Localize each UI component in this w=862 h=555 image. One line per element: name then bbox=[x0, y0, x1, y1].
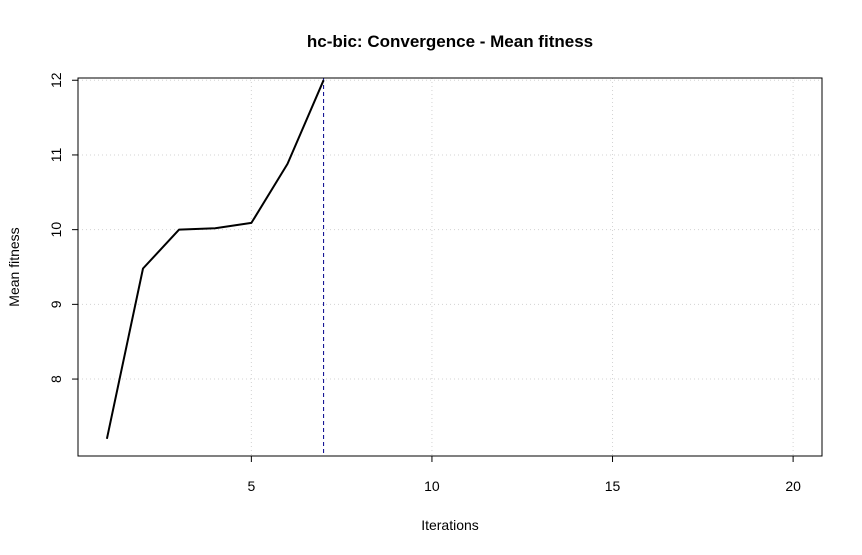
series-line bbox=[105, 79, 325, 440]
chart-title: hc-bic: Convergence - Mean fitness bbox=[307, 32, 593, 51]
y-tick-label: 10 bbox=[48, 222, 64, 238]
plot-frame bbox=[77, 77, 823, 457]
y-tick-label: 11 bbox=[48, 147, 64, 162]
x-axis-label: Iterations bbox=[421, 517, 479, 533]
y-tick-label: 9 bbox=[48, 300, 64, 308]
x-tick-label: 10 bbox=[424, 478, 440, 494]
x-axis: 5 10 15 20 bbox=[247, 455, 801, 494]
y-axis: 8 9 10 11 12 bbox=[48, 72, 79, 383]
series-layer bbox=[105, 79, 325, 440]
x-tick-label: 5 bbox=[247, 478, 255, 494]
y-tick-label: 12 bbox=[48, 72, 64, 88]
x-tick-label: 15 bbox=[605, 478, 621, 494]
y-tick-label: 8 bbox=[48, 375, 64, 383]
x-tick-label: 20 bbox=[785, 478, 801, 494]
grid bbox=[78, 78, 822, 456]
y-axis-label: Mean fitness bbox=[6, 227, 22, 306]
